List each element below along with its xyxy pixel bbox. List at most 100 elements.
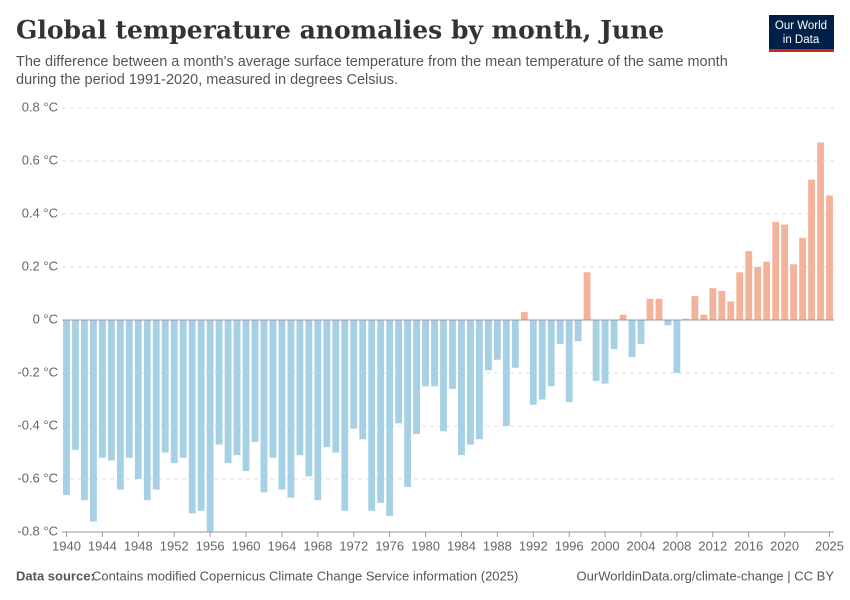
bar xyxy=(493,320,501,360)
bar xyxy=(224,320,232,464)
bar xyxy=(700,314,708,320)
bar xyxy=(143,320,151,501)
bar xyxy=(215,320,223,445)
logo-text: Our World xyxy=(775,20,827,32)
x-tick-label: 2000 xyxy=(591,538,620,553)
bar xyxy=(628,320,636,358)
bar xyxy=(350,320,358,429)
bar xyxy=(754,267,762,320)
bar xyxy=(134,320,142,479)
x-tick-label: 1976 xyxy=(375,538,404,553)
bar xyxy=(359,320,367,440)
x-tick-label: 1996 xyxy=(555,538,584,553)
x-tick-label: 1944 xyxy=(88,538,117,553)
bar xyxy=(206,320,214,532)
bar xyxy=(601,320,609,384)
logo-stripe xyxy=(769,49,834,52)
footer-link[interactable]: OurWorldinData.org/climate-change | CC B… xyxy=(577,568,835,583)
x-tick-label: 2012 xyxy=(698,538,727,553)
bar xyxy=(502,320,510,426)
bar xyxy=(72,320,79,450)
bar xyxy=(161,320,169,453)
y-tick-label: 0.4 °C xyxy=(22,205,58,220)
x-tick-label: 1940 xyxy=(52,538,81,553)
bar xyxy=(682,318,690,320)
bar xyxy=(467,320,474,445)
y-tick-label: -0.2 °C xyxy=(17,364,58,379)
bar xyxy=(781,224,789,320)
bar xyxy=(745,251,753,320)
subtitle: during the period 1991-2020, measured in… xyxy=(16,72,398,88)
chart-title: Global temperature anomalies by month, J… xyxy=(16,16,664,45)
logo-text: in Data xyxy=(783,34,820,46)
bar xyxy=(188,320,196,514)
bar xyxy=(242,320,250,472)
bar xyxy=(422,320,429,387)
x-tick-label: 1948 xyxy=(124,538,153,553)
bar xyxy=(538,320,546,400)
bar xyxy=(763,261,771,320)
x-tick-label: 1960 xyxy=(232,538,261,553)
bar xyxy=(529,320,537,405)
bar xyxy=(413,320,420,434)
y-tick-label: 0 °C xyxy=(33,311,58,326)
bar xyxy=(476,320,483,440)
bar xyxy=(664,320,672,326)
source-label: Data source: xyxy=(16,568,95,583)
bar xyxy=(90,320,97,522)
bar xyxy=(287,320,295,498)
bar xyxy=(395,320,403,424)
bar xyxy=(197,320,205,511)
bar xyxy=(691,296,699,320)
y-tick-label: -0.4 °C xyxy=(17,417,58,432)
logo xyxy=(769,15,834,52)
bar xyxy=(332,320,340,453)
bar xyxy=(817,142,824,320)
bar xyxy=(646,298,654,320)
bar xyxy=(484,320,492,371)
bar xyxy=(592,320,600,381)
bar xyxy=(547,320,555,387)
subtitle: The difference between a month's average… xyxy=(16,54,728,70)
bar xyxy=(790,264,798,320)
y-tick-label: 0.2 °C xyxy=(22,258,58,273)
bar xyxy=(637,320,645,344)
bar xyxy=(377,320,385,503)
bar xyxy=(574,320,582,342)
bar xyxy=(296,320,304,456)
bar xyxy=(449,320,456,389)
bar xyxy=(709,288,717,320)
bar xyxy=(251,320,259,442)
bar xyxy=(727,301,735,320)
bar xyxy=(565,320,573,403)
bar xyxy=(170,320,178,464)
x-tick-label: 1956 xyxy=(196,538,225,553)
bar xyxy=(323,320,331,448)
bar xyxy=(125,320,133,458)
bar xyxy=(116,320,124,490)
bar xyxy=(808,179,815,320)
bar xyxy=(260,320,268,493)
bar xyxy=(107,320,115,461)
bar xyxy=(278,320,286,490)
bar xyxy=(511,320,519,368)
bar xyxy=(314,320,322,501)
bar xyxy=(520,312,528,320)
bar xyxy=(440,320,447,432)
bar xyxy=(458,320,465,456)
bar xyxy=(583,272,591,320)
bar xyxy=(772,221,780,320)
bar xyxy=(826,195,833,320)
x-tick-label: 1964 xyxy=(267,538,296,553)
bar xyxy=(81,320,88,501)
bar xyxy=(718,290,726,320)
x-tick-label: 1972 xyxy=(339,538,368,553)
y-tick-label: -0.6 °C xyxy=(17,470,58,485)
bar xyxy=(179,320,187,458)
bar xyxy=(431,320,438,387)
bar xyxy=(63,320,70,495)
x-tick-label: 2016 xyxy=(734,538,763,553)
bar xyxy=(233,320,241,456)
